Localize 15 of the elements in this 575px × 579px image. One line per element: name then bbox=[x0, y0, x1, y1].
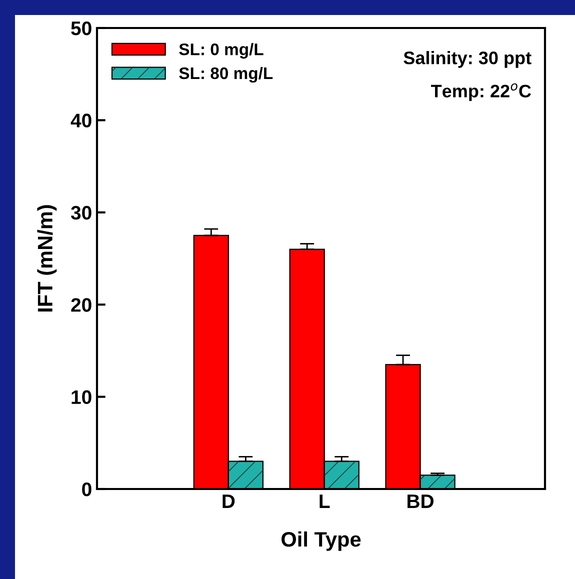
y-tick-label: 0 bbox=[82, 482, 92, 496]
y-axis-title: IFT (mN/m) bbox=[37, 205, 57, 312]
y-tick-label: 40 bbox=[70, 114, 92, 128]
y-tick-label: 20 bbox=[71, 298, 92, 312]
x-axis-title: Oil Type bbox=[282, 531, 361, 551]
x-tick-label: L bbox=[320, 494, 330, 508]
annotation: Salinity: 30 ppt bbox=[404, 51, 532, 68]
y-tick-label: 10 bbox=[72, 390, 92, 404]
legend-label: SL: 0 mg/L bbox=[179, 43, 264, 59]
legend-label: SL: 80 mg/L bbox=[179, 66, 273, 83]
y-tick-label: 30 bbox=[70, 206, 92, 220]
x-tick-label: D bbox=[222, 494, 235, 508]
x-tick-label: BD bbox=[408, 494, 434, 508]
annotation: Temp: 22$^{o}$C bbox=[431, 83, 532, 102]
y-tick-label: 50 bbox=[71, 21, 92, 36]
